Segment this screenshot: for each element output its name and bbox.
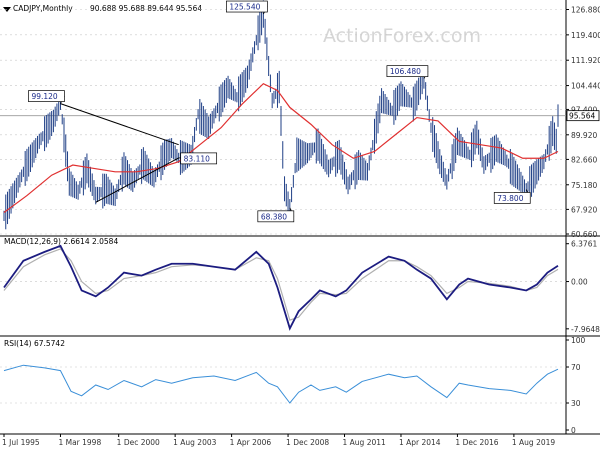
macd-line [3,244,559,331]
x-tick-label: 1 Dec 2008 [286,438,329,447]
macd-tick-label: 6.3761 [571,240,597,249]
panel-frames [0,0,600,435]
watermark: ActionForex.com [323,25,481,47]
x-tick-label: 1 Mar 1998 [58,438,101,447]
x-tick-label: 1 Dec 2000 [117,438,160,447]
annotation-label: 106.480 [390,67,421,76]
price-tick-label: 89.920 [571,131,597,140]
macd-tick-label: 0.00 [571,278,588,287]
price-tick-label: 75.180 [571,181,597,190]
x-tick-label: 1 Apr 2006 [230,438,272,447]
price-tick-label: 126.880 [571,5,600,14]
rsi-tick-label: 30 [571,399,581,408]
annotation-layer: 99.120 83.110 125.540 68.380 106.480 73.800 [28,0,531,223]
macd-tick-label: -7.9648 [571,325,600,334]
annotation-box [180,152,218,165]
price-tick-label: 104.440 [571,82,600,91]
x-tick-label: 1 Apr 2014 [399,438,441,447]
macd-title: MACD(12,26,9) 2.6614 2.0584 [4,237,118,246]
x-axis: 1 Jul 1995 1 Mar 1998 1 Dec 2000 1 Aug 2003… [2,434,555,447]
annotation-label: 73.800 [497,194,523,203]
x-tick-label: 1 Aug 2011 [343,438,386,447]
annotation-label: 68.380 [261,212,287,221]
price-tick-label: 111.920 [571,56,600,65]
current-price-box [566,110,600,122]
price-tick-label: 67.920 [571,205,597,214]
x-tick-label: 1 Aug 2019 [512,438,555,447]
trendline [60,103,179,146]
price-axis: 126.880 119.400 111.920 104.440 97.400 89.920… [566,5,600,239]
price-tick-label: 97.400 [571,105,597,114]
moving-average-line [3,82,559,213]
annotation-box [493,192,531,204]
symbol-label: CADJPY,Monthly [13,4,73,13]
annotation-label: 125.540 [229,3,260,12]
x-tick-label: 1 Jul 1995 [2,438,40,447]
price-panel [3,0,559,230]
current-price-label: 95.564 [569,112,595,121]
macd-panel [3,244,559,331]
x-tick-label: 1 Aug 2003 [173,438,216,447]
annotation-label: 99.120 [31,92,57,101]
trendline [95,157,179,203]
annotation-box [386,65,429,78]
rsi-tick-label: 100 [571,336,586,345]
price-tick-label: 60.660 [571,230,597,239]
annotation-box [226,0,268,13]
price-tick-label: 119.400 [571,31,600,40]
rsi-tick-label: 70 [571,363,581,372]
rsi-line [3,364,559,404]
annotation-box [257,210,295,223]
rsi-tick-label: 0 [571,426,576,435]
rsi-axis: 100 70 30 0 [566,336,586,435]
annotation-label: 83.110 [184,154,210,163]
annotation-box [28,90,65,102]
rsi-panel [3,364,559,404]
price-tick-label: 82.660 [571,155,597,164]
macd-axis: 6.3761 0.00 -7.9648 [566,240,600,334]
x-tick-label: 1 Dec 2016 [455,438,498,447]
rsi-title: RSI(14) 67.5742 [4,339,65,348]
ohlc-values: 90.688 95.688 89.644 95.564 [90,4,202,13]
